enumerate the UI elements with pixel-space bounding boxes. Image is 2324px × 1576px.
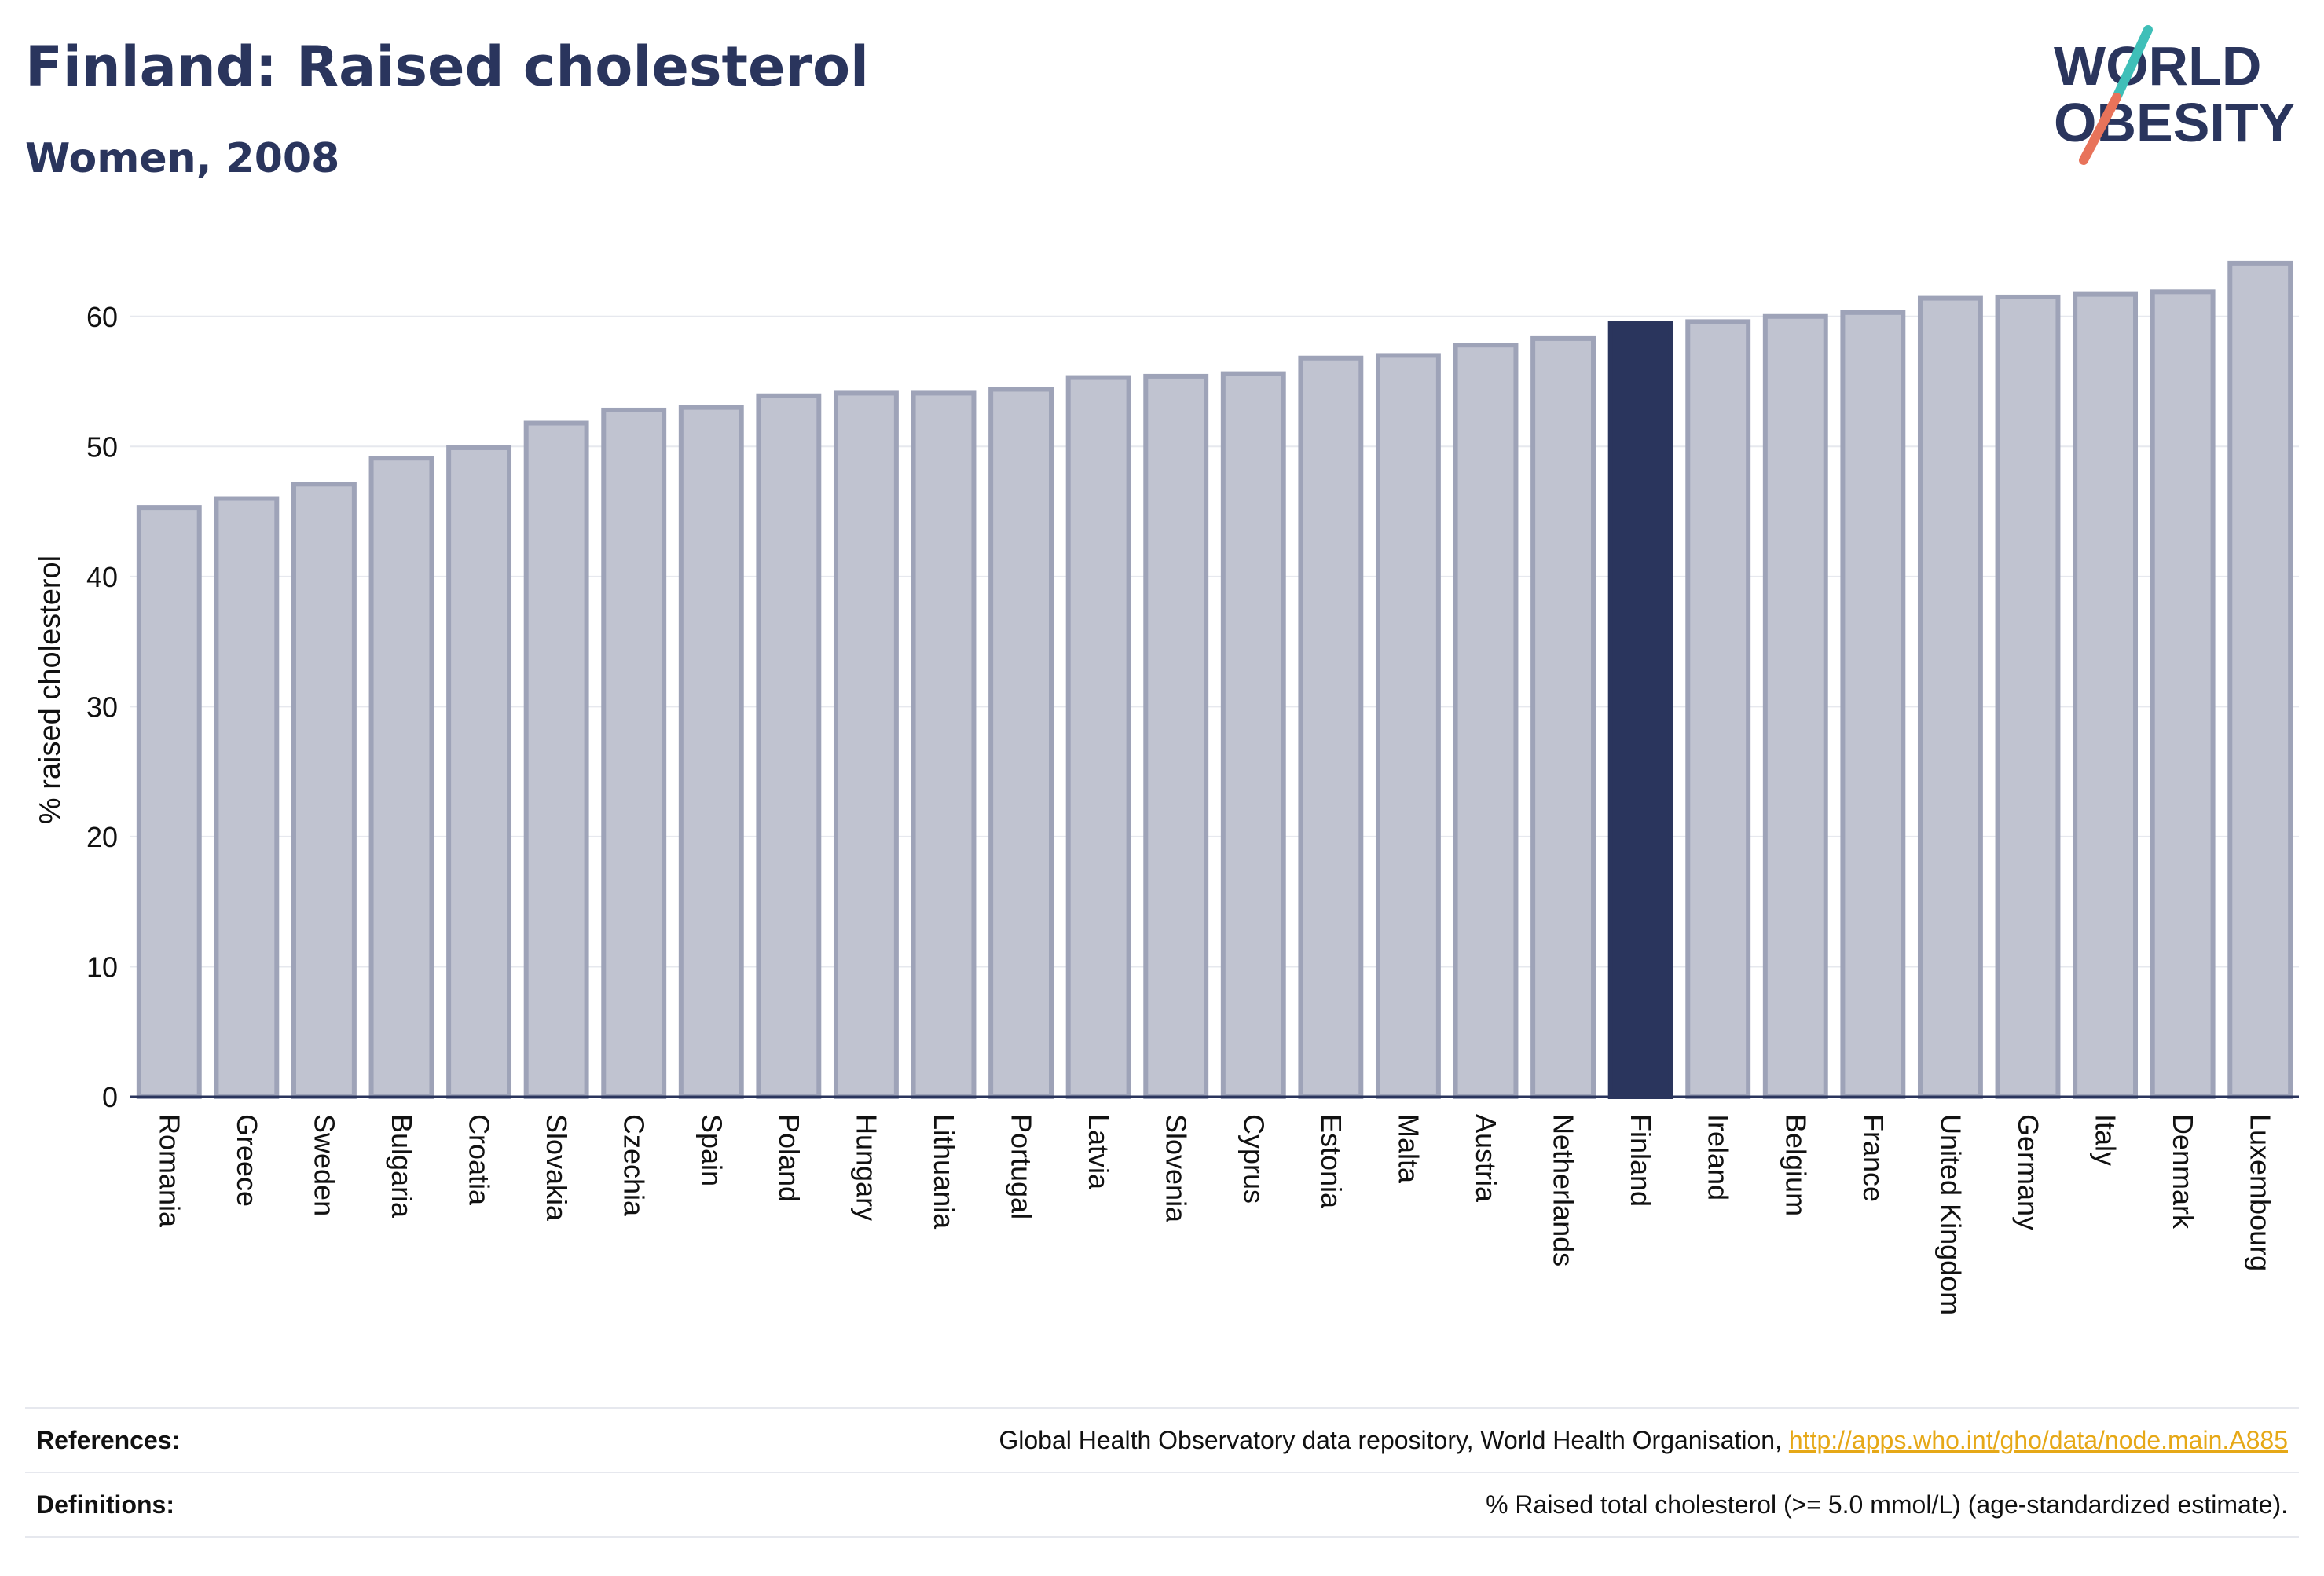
x-tick-label: Sweden [308,1114,340,1216]
world-obesity-logo: WORLD OBESITY [2054,25,2295,165]
y-tick-label: 10 [86,951,118,983]
bar-estonia [1298,355,1364,1100]
axes: 0 10 20 30 40 50 60 Romania Greece Sweden Bulgaria… [86,301,2299,1315]
x-tick-label: Netherlands [1548,1114,1580,1266]
x-tick-label: Czechia [618,1114,651,1217]
bar-germany [1995,294,2061,1099]
bar-slovenia [1143,373,1209,1099]
bar-france [1840,310,1906,1099]
definitions-row: Definitions: % Raised total cholesterol … [25,1472,2299,1538]
x-tick-label: Croatia [464,1114,496,1206]
x-tick-label: Germany [2012,1114,2044,1230]
x-tick-label: Belgium [1780,1114,1812,1216]
x-tick-label: Slovenia [1160,1114,1193,1223]
bar-italy [2073,291,2139,1099]
bar-united-kingdom [1917,295,1983,1099]
x-tick-label: Finland [1625,1114,1657,1207]
bar-croatia [446,445,512,1099]
bar-lithuania [911,390,977,1099]
bar-ireland [1685,319,1751,1100]
x-tick-label: Poland [773,1114,805,1202]
x-tick-label: Bulgaria [386,1114,418,1219]
definitions-label: Definitions: [36,1490,174,1519]
x-tick-label: Portugal [1006,1114,1038,1219]
y-tick-label: 40 [86,561,118,593]
logo-slash-top [2112,25,2153,102]
x-tick-label: Denmark [2167,1114,2199,1230]
bar-belgium [1762,313,1828,1099]
x-tick-label: Greece [231,1114,263,1207]
bar-netherlands [1530,335,1596,1099]
x-tick-label: Italy [2090,1114,2122,1166]
x-tick-label: France [1857,1114,1890,1202]
x-tick-label: Cyprus [1237,1114,1270,1204]
x-tick-label: Ireland [1703,1114,1735,1200]
x-tick-label: Austria [1470,1114,1502,1203]
bar-romania [136,505,202,1099]
bar-greece [214,496,280,1099]
x-tick-label: Luxembourg [2245,1114,2277,1271]
y-tick-label: 50 [86,431,118,463]
bar-austria [1453,343,1519,1099]
references-text-container: Global Health Observatory data repositor… [999,1426,2299,1455]
page-title: Finland: Raised cholesterol [25,35,870,99]
y-tick-label: 60 [86,301,118,333]
bar-poland [756,393,822,1099]
bar-sweden [291,482,357,1099]
x-tick-label: Romania [153,1114,185,1228]
bar-luxembourg [2227,260,2293,1100]
bar-spain [678,405,744,1099]
page-subtitle: Women, 2008 [25,135,340,182]
bar-bulgaria [368,456,434,1099]
references-link[interactable]: http://apps.who.int/gho/data/node.main.A… [1788,1425,2288,1454]
bar-latvia [1065,375,1131,1099]
references-text: Global Health Observatory data repositor… [999,1425,1782,1454]
logo-slash-bottom [2079,93,2121,165]
definitions-text: % Raised total cholesterol (>= 5.0 mmol/… [1486,1490,2288,1519]
y-tick-label: 30 [86,691,118,723]
y-axis-label: % raised cholesterol [34,555,67,824]
x-tick-label: United Kingdom [1934,1114,1967,1315]
bar-finland [1607,321,1673,1099]
y-tick-label: 20 [86,821,118,853]
bar-cyprus [1220,371,1286,1099]
bar-chart: 0 10 20 30 40 50 60 Romania Greece Sweden Bulgaria… [34,260,2299,1315]
x-tick-label: Spain [695,1114,728,1186]
logo-text-world: WORLD [2054,35,2261,97]
bars [136,260,2293,1100]
bar-slovakia [523,420,589,1099]
x-tick-label: Latvia [1083,1114,1115,1190]
bar-denmark [2150,289,2216,1100]
x-tick-label: Malta [1392,1114,1424,1184]
references-row: References: Global Health Observatory da… [25,1407,2299,1472]
references-label: References: [36,1425,181,1454]
y-tick-label: 0 [102,1081,118,1113]
bar-czechia [601,407,667,1099]
bar-portugal [988,387,1054,1099]
bar-hungary [833,390,899,1099]
x-tick-label: Hungary [850,1114,882,1221]
x-tick-label: Slovakia [541,1114,573,1222]
bar-malta [1375,353,1441,1099]
x-tick-label: Lithuania [928,1114,960,1230]
x-tick-label: Estonia [1315,1114,1347,1209]
